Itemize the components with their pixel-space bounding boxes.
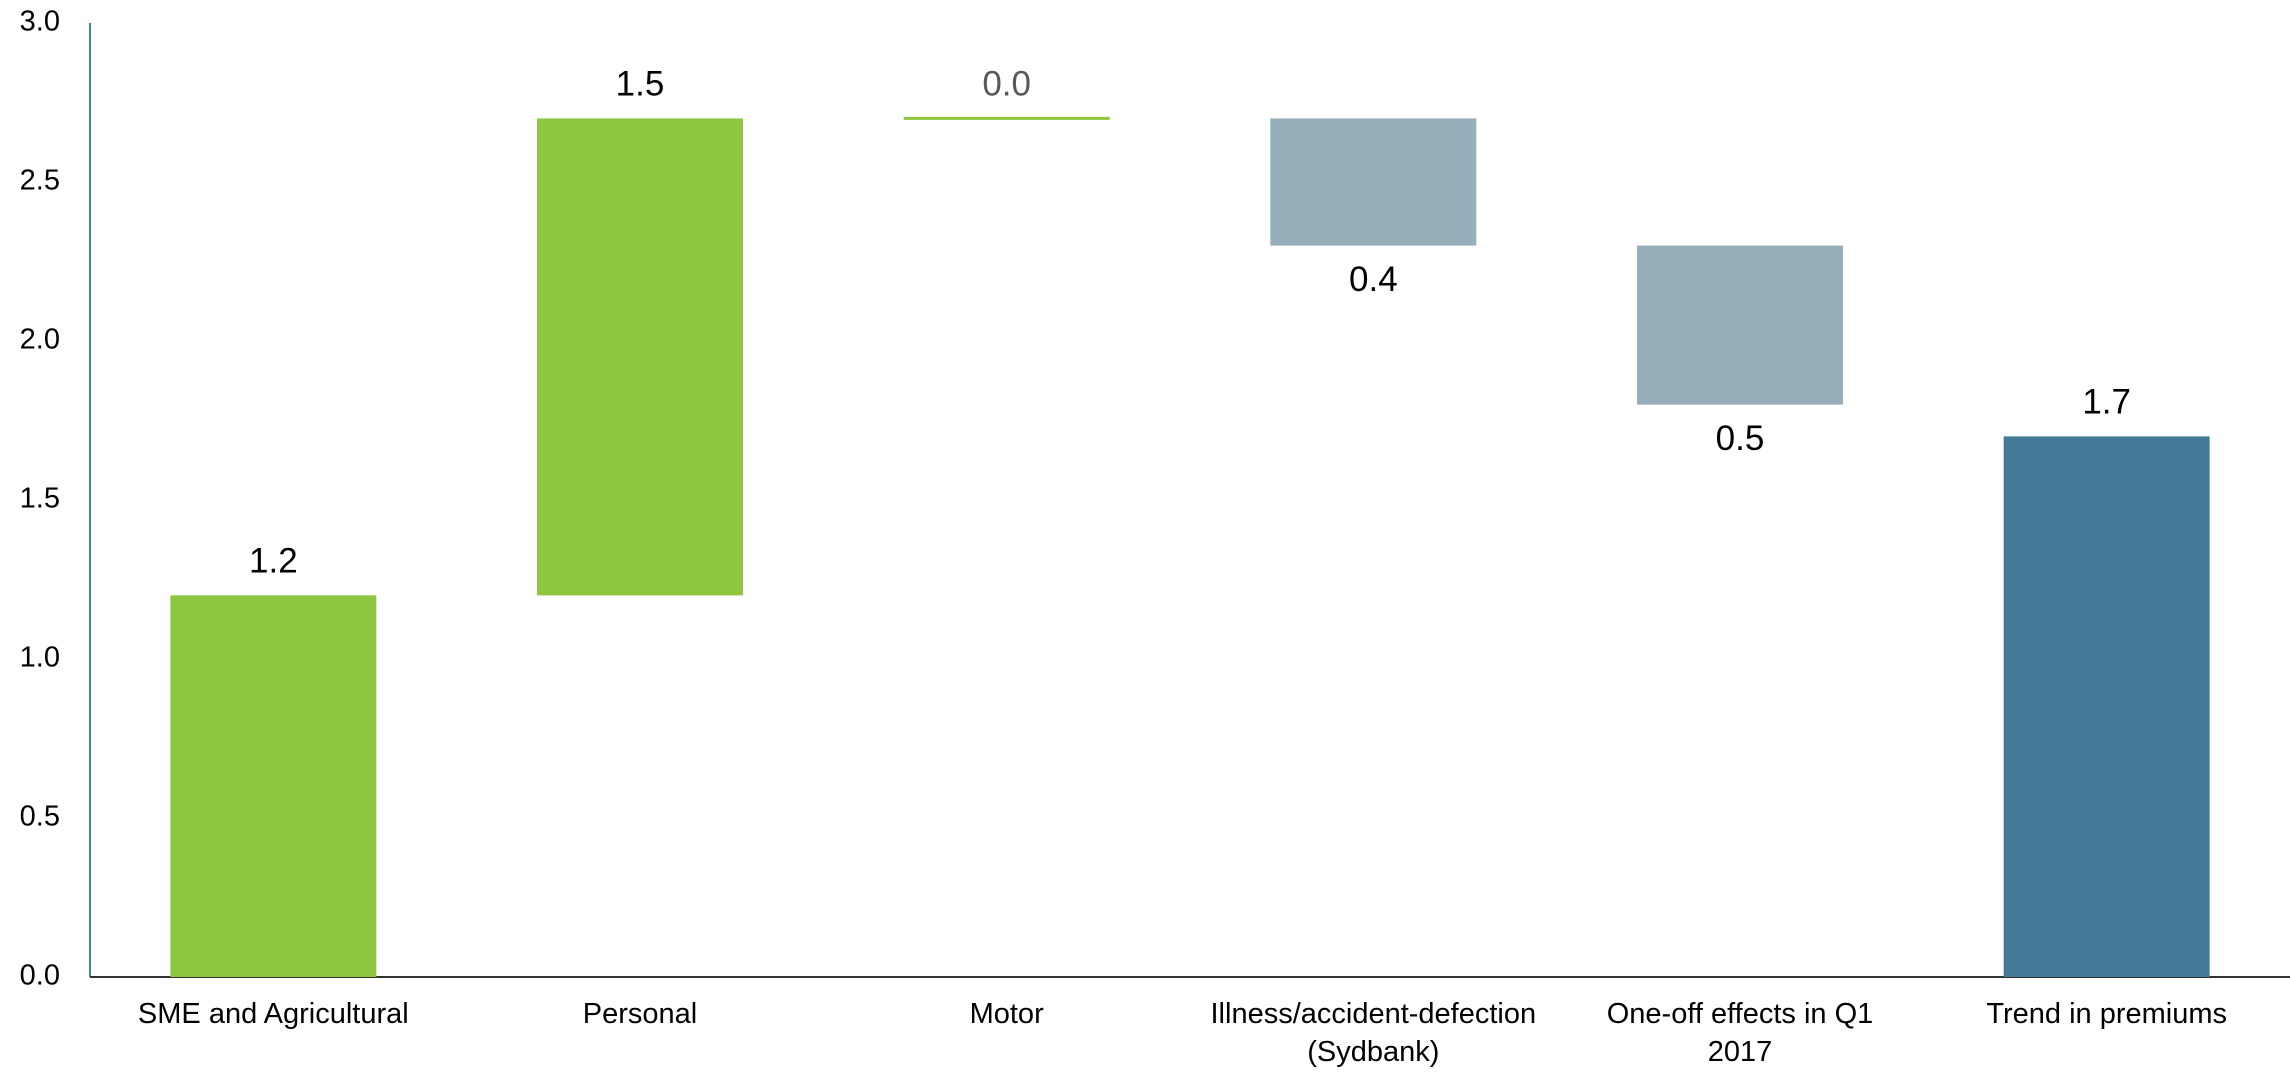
y-tick-label: 1.5 <box>20 483 60 515</box>
bar <box>1637 245 1843 405</box>
value-label: 0.5 <box>1716 419 1765 458</box>
bar <box>537 118 743 596</box>
y-tick-label: 2.5 <box>20 165 60 197</box>
value-label: 0.0 <box>982 65 1031 104</box>
y-tick-label: 0.0 <box>20 960 60 992</box>
x-tick-label: Personal <box>583 998 697 1030</box>
x-tick-label: Trend in premiums <box>1986 998 2227 1030</box>
x-tick-label: One-off effects in Q1 2017 <box>1607 998 1874 1068</box>
y-tick-label: 3.0 <box>20 6 60 38</box>
value-label: 1.5 <box>616 65 665 104</box>
value-label: 1.7 <box>2082 383 2131 422</box>
value-label: 1.2 <box>249 542 298 581</box>
y-tick-label: 1.0 <box>20 642 60 674</box>
bar <box>170 595 377 977</box>
bar <box>1270 118 1477 246</box>
x-tick-label: Motor <box>970 998 1044 1030</box>
x-tick-label: SME and Agricultural <box>138 998 409 1030</box>
x-tick-label: Illness/accident-defection (Sydbank) <box>1211 998 1537 1068</box>
y-tick-label: 0.5 <box>20 801 60 833</box>
value-label: 0.4 <box>1349 260 1398 299</box>
bar <box>2003 436 2210 977</box>
y-tick-label: 2.0 <box>20 324 60 356</box>
